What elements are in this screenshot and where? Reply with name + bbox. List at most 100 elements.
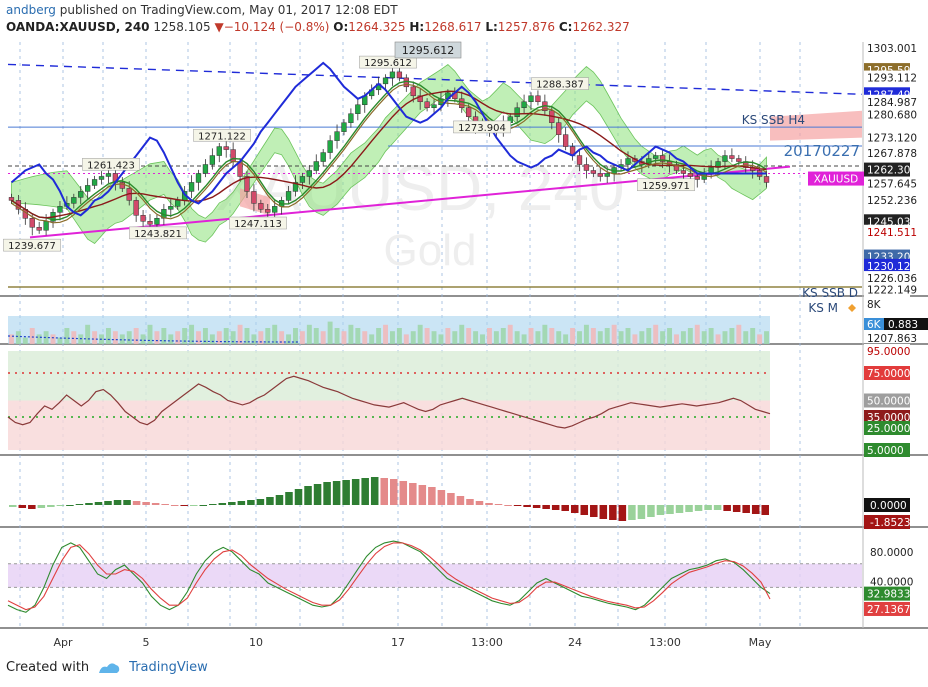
current-tag: XAUUSD bbox=[814, 174, 859, 186]
price-tick: 1267.878 bbox=[867, 148, 917, 160]
macd-bar bbox=[142, 502, 150, 505]
annotation-label: 1259.971 bbox=[642, 181, 690, 192]
candle-body bbox=[389, 71, 396, 79]
rsi-upper-zone bbox=[8, 351, 770, 401]
candle-body bbox=[133, 200, 139, 216]
volume-bar bbox=[480, 334, 485, 344]
high-flag-label: 1295.612 bbox=[402, 44, 455, 57]
rsi-lower-zone bbox=[8, 400, 770, 450]
close-value: 1262.327 bbox=[572, 20, 630, 34]
volume-bar bbox=[168, 334, 174, 344]
author-link[interactable]: andberg bbox=[6, 3, 56, 17]
candle-body bbox=[91, 179, 98, 186]
tradingview-logo-icon[interactable] bbox=[97, 661, 121, 675]
macd-bar bbox=[56, 505, 65, 506]
volume-bar bbox=[92, 331, 98, 344]
macd-bar bbox=[542, 505, 550, 509]
volume-bar bbox=[410, 331, 416, 344]
volume-bar bbox=[750, 328, 756, 344]
volume-bar bbox=[334, 328, 340, 344]
macd-bar bbox=[361, 478, 369, 505]
candle-body bbox=[36, 227, 42, 231]
price-axis: 1303.0011295.5961293.1121287.4941284.987… bbox=[808, 40, 928, 616]
annotation-label: 1239.677 bbox=[8, 241, 56, 252]
price-tick-bg bbox=[864, 107, 910, 122]
candle-body bbox=[562, 134, 569, 147]
volume-bar bbox=[251, 334, 257, 344]
volume-bar bbox=[175, 331, 181, 344]
macd-bar bbox=[466, 499, 474, 505]
annotation-box bbox=[531, 77, 589, 90]
candle-body bbox=[209, 155, 216, 165]
volume-bar bbox=[265, 328, 271, 344]
price-tick-bg bbox=[864, 162, 910, 177]
macd-bar bbox=[342, 480, 350, 505]
rsi-tick-bg bbox=[864, 443, 910, 457]
volume-bar bbox=[466, 328, 472, 344]
candle-body bbox=[57, 206, 63, 213]
macd-bar bbox=[37, 505, 46, 508]
candle-body bbox=[188, 182, 195, 192]
volume-bar bbox=[549, 328, 555, 344]
volume-bar bbox=[445, 328, 451, 344]
volume-bar bbox=[209, 334, 215, 344]
volume-bar bbox=[202, 328, 208, 344]
macd-bar bbox=[85, 503, 93, 505]
macd-bar bbox=[189, 505, 198, 506]
price-tick-bg bbox=[864, 130, 910, 145]
candle-body bbox=[202, 164, 209, 174]
macd-bar bbox=[666, 505, 674, 514]
macd-bar bbox=[380, 478, 388, 505]
macd-bar bbox=[418, 485, 427, 505]
volume-bar bbox=[625, 328, 631, 344]
candle-body bbox=[673, 164, 680, 171]
candle-body bbox=[382, 77, 389, 85]
current-tag-bg bbox=[808, 171, 864, 186]
macd-bar bbox=[218, 503, 227, 505]
volume-bar bbox=[161, 328, 167, 344]
macd-zero-bg bbox=[864, 498, 910, 512]
high-label: H: bbox=[409, 20, 425, 34]
annotation-box bbox=[193, 129, 251, 142]
change-value: −10.124 (−0.8%) bbox=[223, 20, 330, 34]
vol-tick-price: 1207.863 bbox=[867, 333, 917, 345]
macd-bar bbox=[209, 504, 217, 505]
volume-bar bbox=[729, 328, 735, 344]
price-tick-bg bbox=[864, 258, 910, 273]
candle-body bbox=[71, 197, 77, 204]
volume-bar bbox=[701, 331, 707, 344]
price-tick: 1241.511 bbox=[867, 227, 917, 239]
volume-bar bbox=[590, 328, 596, 344]
candle-body bbox=[528, 95, 534, 103]
macd-bar bbox=[513, 505, 522, 506]
macd-bar bbox=[494, 504, 503, 505]
volume-bar bbox=[674, 334, 679, 344]
macd-bar bbox=[123, 500, 131, 505]
tenkan-line bbox=[11, 80, 767, 221]
time-label: 13:00 bbox=[649, 636, 681, 649]
volume-bar bbox=[646, 328, 652, 344]
ks-m-diamond-icon bbox=[848, 304, 856, 312]
candle-body bbox=[590, 170, 597, 174]
price-tick: 1280.680 bbox=[867, 110, 917, 122]
volume-bar bbox=[196, 331, 201, 344]
vol-tick-6k: 6K bbox=[867, 319, 882, 331]
price-tick: 1293.112 bbox=[867, 73, 917, 85]
volume-bar bbox=[431, 331, 437, 344]
high-value: 1268.617 bbox=[424, 20, 482, 34]
candle-body bbox=[8, 197, 15, 201]
tradingview-brand[interactable]: TradingView bbox=[129, 660, 208, 675]
macd-bar bbox=[685, 505, 693, 512]
annotation-box bbox=[453, 120, 511, 134]
candle-body bbox=[320, 152, 326, 162]
macd-bar bbox=[104, 501, 112, 505]
annotation-label: 1288.387 bbox=[536, 80, 584, 91]
volume-bar bbox=[514, 331, 520, 344]
rsi-tick: 95.0000 bbox=[867, 346, 910, 358]
macd-bar bbox=[94, 502, 103, 505]
volume-bar bbox=[223, 328, 229, 344]
symbol-line[interactable]: OANDA:XAUUSD, 240 bbox=[6, 20, 150, 34]
annotation-box bbox=[359, 55, 417, 69]
rsi-tick-bg bbox=[864, 393, 910, 408]
candle-body bbox=[223, 146, 229, 150]
